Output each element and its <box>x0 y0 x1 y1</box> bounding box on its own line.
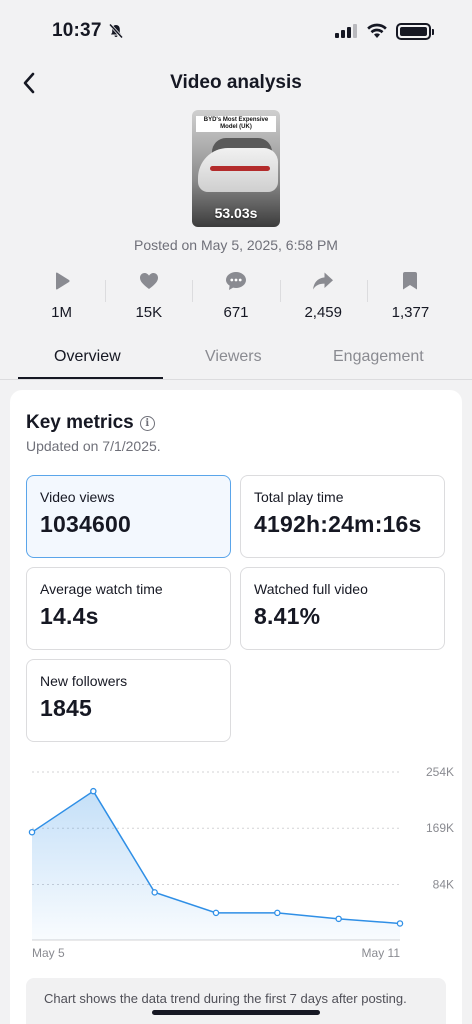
data-point[interactable] <box>274 909 281 917</box>
y-tick-label: 169K <box>426 821 454 835</box>
stat-saves: 1,377 <box>366 268 454 328</box>
data-point[interactable] <box>28 828 36 836</box>
comment-icon <box>226 272 246 290</box>
updated-date: Updated on 7/1/2025. <box>26 438 161 454</box>
status-bar: 10:37 <box>0 0 472 62</box>
metric-average-watch-time[interactable]: Average watch time 14.4s <box>26 567 231 650</box>
thumbnail-caption: BYD's Most Expensive Model (UK) <box>196 116 276 132</box>
metric-value: 8.41% <box>254 603 321 629</box>
data-point[interactable] <box>151 889 158 896</box>
metric-total-play-time[interactable]: Total play time 4192h:24m:16s <box>240 475 445 558</box>
data-point[interactable] <box>335 915 342 923</box>
metric-new-followers[interactable]: New followers 1845 <box>26 659 231 742</box>
data-point[interactable] <box>90 787 97 795</box>
metric-label: Video views <box>40 489 115 505</box>
video-duration: 53.03s <box>214 205 258 221</box>
area-fill <box>32 791 400 940</box>
metric-value: 14.4s <box>40 603 99 629</box>
data-point[interactable] <box>396 920 404 927</box>
metric-label: New followers <box>40 673 128 689</box>
info-icon[interactable]: i <box>139 415 155 431</box>
bell-off-icon <box>108 23 124 39</box>
metric-value: 4192h:24m:16s <box>254 511 422 537</box>
stat-value: 15K <box>135 304 163 321</box>
tab-bar: Overview Viewers Engagement <box>0 340 472 380</box>
key-metrics-heading: Key metrics <box>26 412 134 433</box>
page-title: Video analysis <box>170 72 302 93</box>
stat-likes: 15K <box>105 268 192 328</box>
y-tick-label: 254K <box>426 765 454 779</box>
x-tick-label: May 5 <box>32 946 65 960</box>
metric-value: 1845 <box>40 695 92 721</box>
stat-value: 2,459 <box>304 304 342 321</box>
metric-label: Average watch time <box>40 581 163 597</box>
tab-overview[interactable]: Overview <box>54 348 121 365</box>
share-icon <box>313 272 334 290</box>
metric-watched-full-video[interactable]: Watched full video 8.41% <box>240 567 445 650</box>
key-metrics-title: Key metrics i <box>26 412 155 434</box>
video-thumbnail[interactable]: BYD's Most Expensive Model (UK) 53.03s <box>192 110 280 227</box>
play-icon <box>55 272 70 290</box>
home-indicator <box>152 1010 320 1015</box>
key-metrics-card: Key metrics i Updated on 7/1/2025. Video… <box>10 390 462 1024</box>
metric-label: Watched full video <box>254 581 368 597</box>
bookmark-icon <box>403 272 418 290</box>
stat-value: 1,377 <box>391 304 430 321</box>
chart-note: Chart shows the data trend during the fi… <box>26 978 446 1024</box>
stat-views: 1M <box>18 268 105 328</box>
posted-date: Posted on May 5, 2025, 6:58 PM <box>134 237 338 253</box>
tab-viewers[interactable]: Viewers <box>205 348 262 365</box>
status-time: 10:37 <box>52 20 102 41</box>
metric-value: 1034600 <box>40 511 131 537</box>
tab-engagement[interactable]: Engagement <box>333 348 424 365</box>
data-point[interactable] <box>212 909 220 917</box>
views-trend-chart[interactable]: 84K 169K 254K May 5 May 11 <box>26 760 456 965</box>
chevron-left-icon <box>23 72 35 94</box>
heart-icon <box>139 273 158 289</box>
metric-label: Total play time <box>254 489 344 505</box>
back-button[interactable] <box>14 68 44 98</box>
x-tick-label: May 11 <box>362 946 401 960</box>
metric-video-views[interactable]: Video views 1034600 <box>26 475 231 558</box>
stat-value: 671 <box>223 304 249 321</box>
y-tick-label: 84K <box>433 877 454 891</box>
wifi-icon <box>367 23 387 38</box>
battery-icon <box>396 23 434 40</box>
stat-shares: 2,459 <box>279 268 367 328</box>
cellular-signal-icon <box>335 24 357 38</box>
stat-value: 1M <box>51 304 73 321</box>
active-tab-indicator <box>18 377 163 379</box>
stat-comments: 671 <box>192 268 279 328</box>
engagement-stats: 1M 15K 671 2,459 1,377 <box>18 268 454 328</box>
